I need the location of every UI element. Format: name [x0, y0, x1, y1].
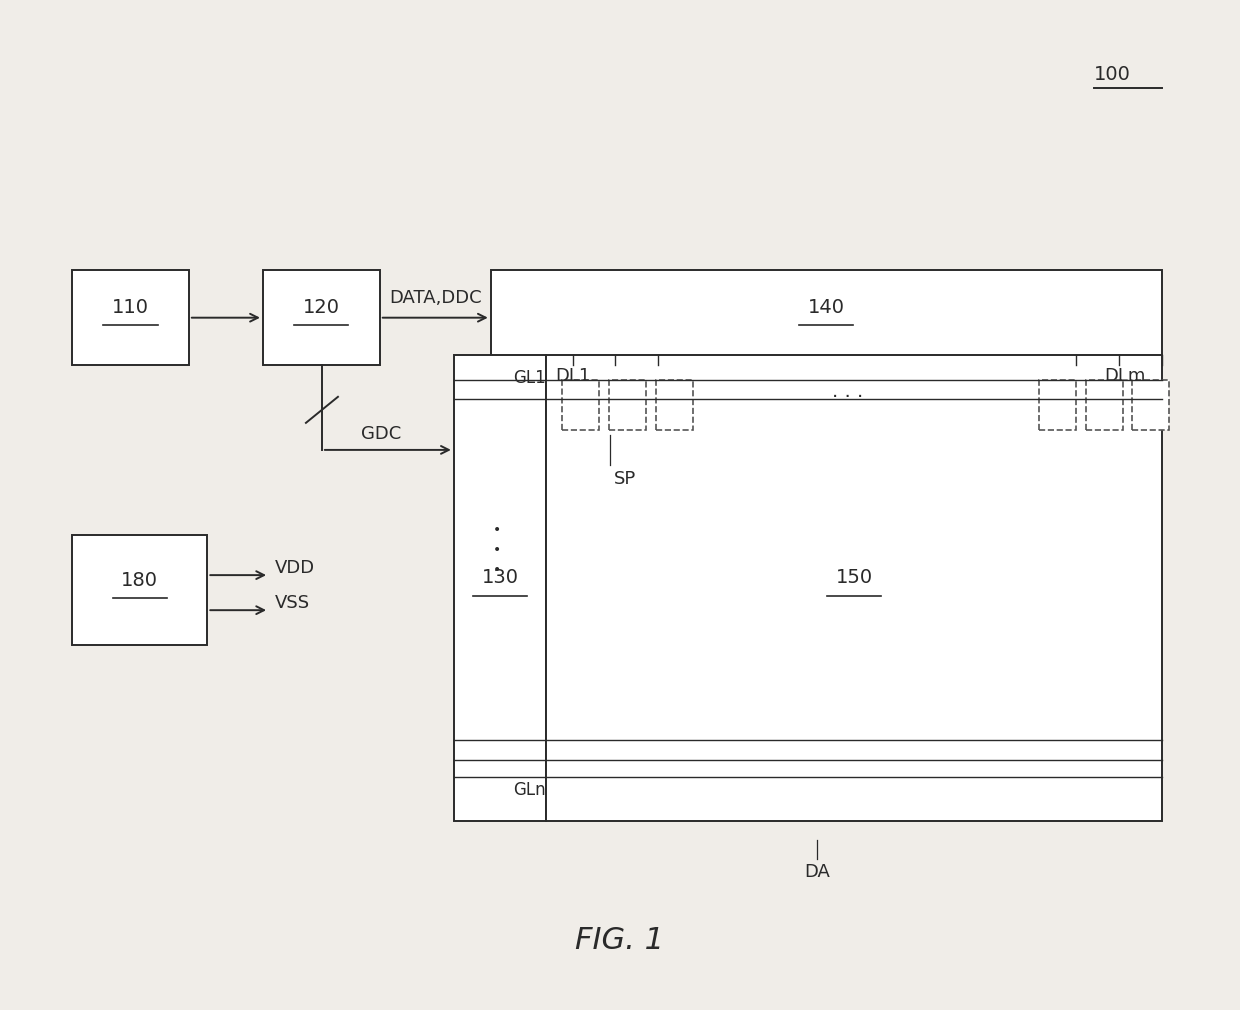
- Bar: [263, 270, 379, 365]
- Text: 180: 180: [122, 571, 159, 590]
- Bar: [1085, 380, 1122, 430]
- Text: GL1: GL1: [513, 369, 546, 387]
- Bar: [1039, 380, 1076, 430]
- Text: •: •: [492, 543, 501, 558]
- Text: 120: 120: [303, 298, 340, 317]
- Bar: [454, 355, 546, 820]
- Text: DLm: DLm: [1105, 367, 1146, 385]
- Text: 140: 140: [807, 298, 844, 317]
- Text: SP: SP: [614, 470, 636, 488]
- Bar: [546, 355, 1162, 820]
- Text: 100: 100: [1094, 66, 1131, 84]
- Text: FIG. 1: FIG. 1: [575, 926, 665, 955]
- Bar: [72, 270, 188, 365]
- Bar: [609, 380, 646, 430]
- Bar: [562, 380, 599, 430]
- Text: 130: 130: [481, 568, 518, 587]
- Text: GLn: GLn: [513, 782, 546, 800]
- Text: VDD: VDD: [275, 560, 315, 577]
- Text: 110: 110: [112, 298, 149, 317]
- Text: . . .: . . .: [832, 383, 863, 401]
- Text: 150: 150: [836, 568, 873, 587]
- Text: •: •: [492, 523, 501, 537]
- Text: DL1: DL1: [556, 367, 590, 385]
- Text: •: •: [492, 564, 501, 577]
- Text: GDC: GDC: [361, 425, 402, 443]
- Bar: [656, 380, 693, 430]
- Text: DA: DA: [804, 863, 830, 881]
- Bar: [491, 270, 1162, 365]
- Text: DATA,DDC: DATA,DDC: [389, 289, 481, 307]
- Text: VSS: VSS: [275, 594, 310, 612]
- Bar: [1132, 380, 1169, 430]
- Bar: [72, 535, 207, 645]
